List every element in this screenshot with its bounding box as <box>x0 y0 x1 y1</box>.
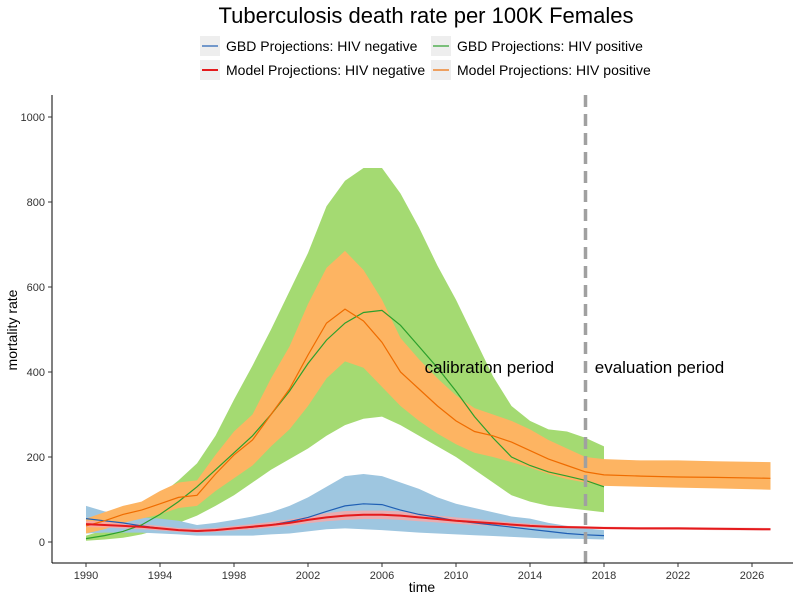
x-axis-label: time <box>409 579 436 595</box>
x-tick-label: 2002 <box>296 570 320 582</box>
x-tick-label: 2026 <box>740 570 764 582</box>
series-lines <box>85 308 771 540</box>
y-tick-label: 0 <box>39 537 45 549</box>
legend-item-gbd-projections-hiv-positive: GBD Projections: HIV positive <box>431 36 643 56</box>
confidence-bands <box>86 168 771 541</box>
y-tick-label: 1000 <box>21 112 45 124</box>
annotation-evaluation-period: evaluation period <box>595 358 724 377</box>
x-tick-label: 2014 <box>518 570 542 582</box>
x-axis-ticks: 1990 1994 1998 2002 2006 2010 2014 2018 2022 2026 <box>74 563 764 582</box>
annotation-calibration-period: calibration period <box>425 358 554 377</box>
y-tick-label: 200 <box>27 452 45 464</box>
model-projections-hiv-positive-line <box>85 308 771 527</box>
annotations: calibration period evaluation period <box>425 358 725 377</box>
y-tick-label: 400 <box>27 367 45 379</box>
legend-item-model-projections-hiv-positive: Model Projections: HIV positive <box>431 60 651 80</box>
gbd-projections-hiv-positive-line <box>85 309 605 540</box>
x-tick-label: 1994 <box>148 570 172 582</box>
model-projections-hiv-positive-band <box>86 250 771 534</box>
legend-item-model-projections-hiv-negative: Model Projections: HIV negative <box>200 60 425 80</box>
x-tick-label: 1990 <box>74 570 98 582</box>
x-tick-label: 1998 <box>222 570 246 582</box>
legend: GBD Projections: HIV negative GBD Project… <box>200 36 651 80</box>
legend-label: GBD Projections: HIV negative <box>226 38 418 54</box>
y-axis-ticks: 0 200 400 600 800 1000 <box>21 112 52 549</box>
y-tick-label: 600 <box>27 282 45 294</box>
legend-label: Model Projections: HIV positive <box>457 62 651 78</box>
model-projections-hiv-negative-line <box>85 513 771 533</box>
x-tick-label: 2010 <box>444 570 468 582</box>
x-tick-label: 2006 <box>370 570 394 582</box>
x-tick-label: 2018 <box>592 570 616 582</box>
x-tick-label: 2022 <box>666 570 690 582</box>
chart-title: Tuberculosis death rate per 100K Females <box>219 3 634 28</box>
legend-item-gbd-projections-hiv-negative: GBD Projections: HIV negative <box>200 36 418 56</box>
y-axis-label: mortality rate <box>4 289 20 370</box>
y-tick-label: 800 <box>27 197 45 209</box>
legend-label: Model Projections: HIV negative <box>226 62 425 78</box>
legend-label: GBD Projections: HIV positive <box>457 38 643 54</box>
